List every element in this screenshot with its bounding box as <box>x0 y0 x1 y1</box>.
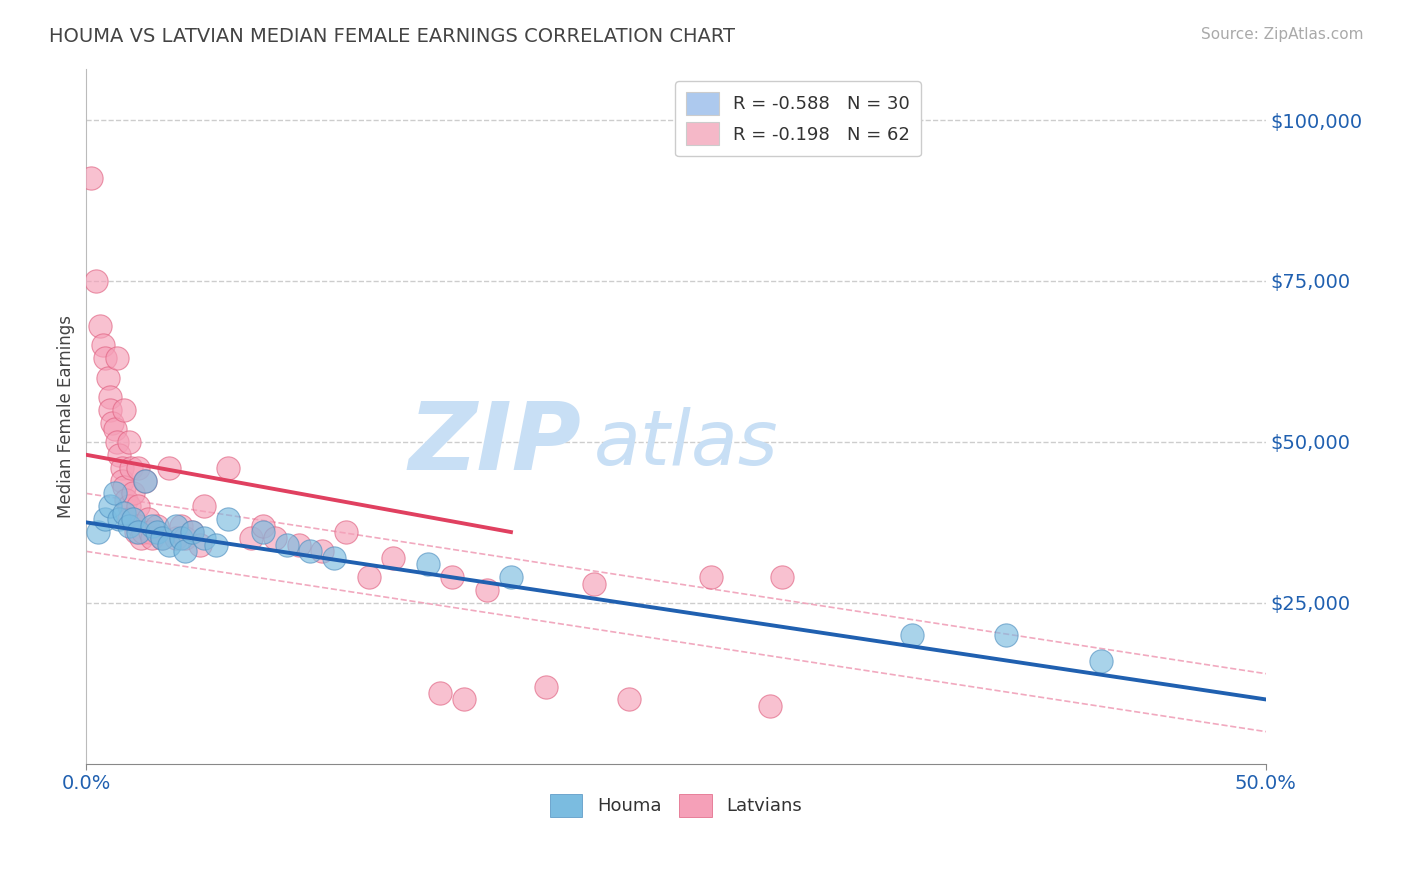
Point <box>169 518 191 533</box>
Point <box>359 570 381 584</box>
Point <box>96 370 118 384</box>
Point <box>80 171 103 186</box>
Point <box>105 351 128 366</box>
Point <box>499 570 522 584</box>
Point <box>1090 654 1112 668</box>
Point <box>134 474 156 488</box>
Point <box>382 550 405 565</box>
Point <box>122 512 145 526</box>
Point <box>94 351 117 366</box>
Point <box>264 532 287 546</box>
Text: Source: ZipAtlas.com: Source: ZipAtlas.com <box>1201 27 1364 42</box>
Point <box>112 506 135 520</box>
Point <box>146 518 169 533</box>
Point <box>440 570 463 584</box>
Point <box>169 532 191 546</box>
Point <box>91 338 114 352</box>
Point <box>136 512 159 526</box>
Point <box>217 460 239 475</box>
Point <box>127 500 149 514</box>
Point <box>536 680 558 694</box>
Point <box>141 532 163 546</box>
Point <box>146 524 169 539</box>
Point <box>335 524 357 539</box>
Point <box>108 512 131 526</box>
Point <box>901 628 924 642</box>
Point <box>127 524 149 539</box>
Point <box>193 500 215 514</box>
Point <box>287 538 309 552</box>
Point <box>617 692 640 706</box>
Point <box>770 570 793 584</box>
Point <box>150 532 173 546</box>
Point <box>127 460 149 475</box>
Point <box>193 532 215 546</box>
Point <box>122 512 145 526</box>
Point <box>132 524 155 539</box>
Point <box>252 524 274 539</box>
Point <box>118 512 141 526</box>
Point <box>217 512 239 526</box>
Point <box>118 434 141 449</box>
Point <box>174 532 197 546</box>
Point <box>276 538 298 552</box>
Point <box>181 524 204 539</box>
Point <box>89 319 111 334</box>
Point <box>122 486 145 500</box>
Point <box>98 402 121 417</box>
Point <box>115 492 138 507</box>
Point <box>129 532 152 546</box>
Point <box>477 582 499 597</box>
Text: ZIP: ZIP <box>409 398 582 490</box>
Point <box>101 416 124 430</box>
Point <box>118 500 141 514</box>
Point <box>98 390 121 404</box>
Y-axis label: Median Female Earnings: Median Female Earnings <box>58 315 75 517</box>
Point <box>995 628 1018 642</box>
Point <box>111 474 134 488</box>
Point <box>157 538 180 552</box>
Point <box>181 524 204 539</box>
Point <box>700 570 723 584</box>
Point <box>429 686 451 700</box>
Point <box>174 544 197 558</box>
Point <box>118 518 141 533</box>
Point <box>418 558 440 572</box>
Point <box>105 434 128 449</box>
Point <box>139 524 162 539</box>
Point <box>299 544 322 558</box>
Point <box>205 538 228 552</box>
Point <box>252 518 274 533</box>
Point <box>111 460 134 475</box>
Point <box>240 532 263 546</box>
Point <box>134 474 156 488</box>
Point <box>84 274 107 288</box>
Point <box>323 550 346 565</box>
Point <box>141 518 163 533</box>
Point <box>311 544 333 558</box>
Text: atlas: atlas <box>593 407 778 481</box>
Point <box>108 448 131 462</box>
Point <box>98 500 121 514</box>
Point <box>150 532 173 546</box>
Point <box>165 518 187 533</box>
Point <box>165 532 187 546</box>
Point <box>87 524 110 539</box>
Point <box>453 692 475 706</box>
Point <box>125 524 148 539</box>
Legend: Houma, Latvians: Houma, Latvians <box>543 787 810 824</box>
Point <box>112 402 135 417</box>
Point <box>120 460 142 475</box>
Point <box>759 698 782 713</box>
Point <box>94 512 117 526</box>
Point <box>112 480 135 494</box>
Text: HOUMA VS LATVIAN MEDIAN FEMALE EARNINGS CORRELATION CHART: HOUMA VS LATVIAN MEDIAN FEMALE EARNINGS … <box>49 27 735 45</box>
Point <box>104 486 127 500</box>
Point <box>127 518 149 533</box>
Point <box>157 460 180 475</box>
Point <box>104 422 127 436</box>
Point <box>188 538 211 552</box>
Point <box>582 576 605 591</box>
